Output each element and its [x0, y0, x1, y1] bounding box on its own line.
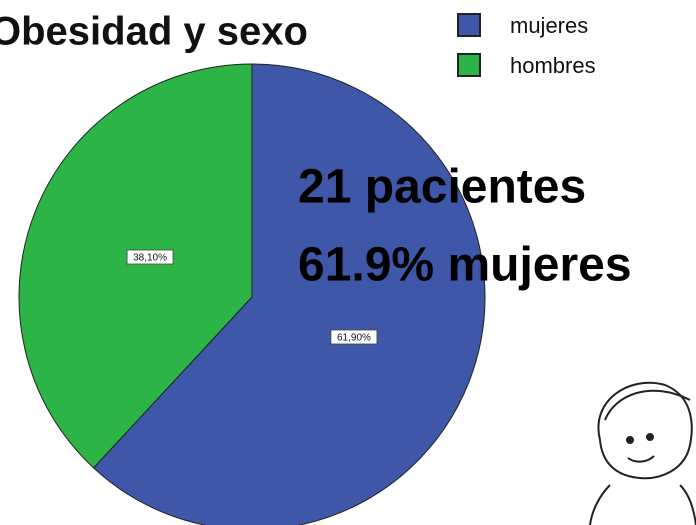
legend-swatch — [458, 54, 480, 76]
legend-label: hombres — [510, 53, 596, 78]
boy-illustration — [590, 383, 696, 525]
annotation: 21 pacientes — [298, 161, 586, 214]
legend-label: mujeres — [510, 13, 588, 38]
annotation: 61.9% mujeres — [298, 239, 632, 292]
chart-title: Obesidad y sexo — [0, 10, 308, 54]
value-label: 38,10% — [133, 253, 167, 264]
chart: Obesidad y sexo 61,90% 38,10% mujeres hombr… — [0, 0, 696, 525]
legend-swatch — [458, 14, 480, 36]
value-label: 61,90% — [337, 333, 371, 344]
